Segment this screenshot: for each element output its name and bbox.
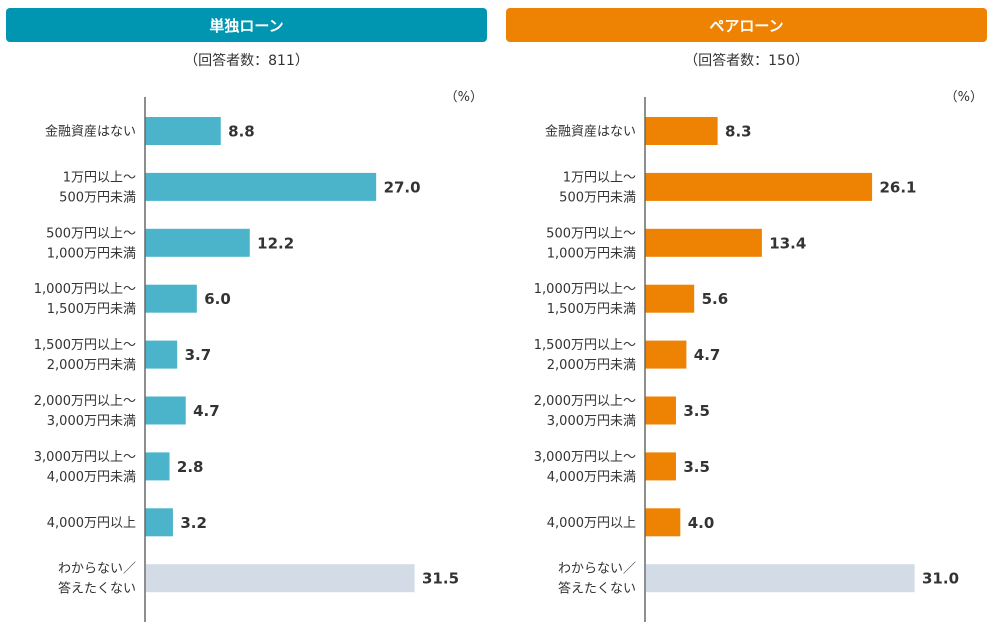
bar: [645, 228, 762, 257]
category-label: 2,000万円以上～ 3,000万円未満: [534, 394, 636, 429]
unit-label: （%）: [444, 90, 483, 105]
data-label: 31.5: [422, 570, 459, 588]
bar: [645, 340, 687, 369]
bar: [145, 508, 173, 537]
single-loan-panel: 単独ローン （回答者数：811） （%） 8.8 金融資産はない 27.0 1万円以上…: [6, 0, 487, 632]
category-label: わからない／答えたくない: [558, 562, 636, 597]
category-label: 4,000万円以上: [547, 516, 636, 531]
data-label: 4.0: [688, 514, 715, 532]
bar-chart: 8.3 金融資産はない 26.1 1万円以上～ 500万円未満 13.4 500万円以上～ 1…: [534, 97, 959, 622]
bar: [645, 396, 676, 425]
bar: [645, 284, 695, 313]
category-label: 500万円以上～ 1,000万円未満: [46, 226, 136, 261]
category-label: 4,000万円以上: [47, 516, 136, 531]
respondent-count: （回答者数：811）: [184, 53, 309, 69]
category-label: 1,000万円以上～ 1,500万円未満: [534, 282, 636, 317]
chart-title: 単独ローン: [6, 8, 487, 42]
data-label: 4.7: [193, 402, 220, 420]
respondent-count: （回答者数：150）: [684, 53, 809, 69]
bar: [645, 172, 873, 201]
category-label: 金融資産はない: [45, 124, 136, 140]
data-label: 8.3: [725, 123, 752, 141]
data-label: 6.0: [204, 290, 231, 308]
data-label: 4.7: [694, 346, 721, 364]
category-label: 1万円以上～ 500万円未満: [559, 170, 636, 205]
pair-loan-panel: ペアローン （回答者数：150） （%） 8.3 金融資産はない 26.1 1万円以上…: [506, 0, 987, 632]
category-label: 2,000万円以上～ 3,000万円未満: [34, 394, 136, 429]
category-label: 3,000万円以上～ 4,000万円未満: [34, 450, 136, 485]
data-label: 3.5: [683, 402, 710, 420]
category-label: 1,500万円以上～ 2,000万円未満: [34, 338, 136, 373]
chart-title: ペアローン: [506, 8, 987, 42]
bar: [145, 396, 186, 425]
data-label: 31.0: [922, 570, 959, 588]
data-label: 5.6: [702, 290, 729, 308]
bar: [645, 564, 915, 593]
bar: [145, 117, 221, 145]
data-label: 27.0: [384, 178, 421, 196]
bar: [645, 508, 681, 537]
category-label: 500万円以上～ 1,000万円未満: [546, 226, 636, 261]
bar: [145, 564, 415, 593]
bar: [645, 452, 676, 481]
data-label: 3.5: [683, 458, 710, 476]
bar-chart: 8.8 金融資産はない 27.0 1万円以上～ 500万円未満 12.2 500万円以上～ 1…: [34, 97, 459, 622]
bar: [145, 228, 250, 257]
bar: [145, 340, 178, 369]
data-label: 26.1: [879, 178, 916, 196]
bar: [145, 284, 197, 313]
bar: [645, 117, 718, 145]
category-label: 金融資産はない: [545, 124, 636, 140]
bar: [145, 452, 170, 481]
data-label: 2.8: [177, 458, 204, 476]
unit-label: （%）: [944, 90, 983, 105]
data-label: 3.2: [180, 514, 207, 532]
data-label: 12.2: [257, 234, 294, 252]
category-label: 1万円以上～ 500万円未満: [59, 170, 136, 205]
data-label: 8.8: [228, 123, 255, 141]
category-label: わからない／答えたくない: [58, 562, 136, 597]
bar: [145, 172, 377, 201]
category-label: 3,000万円以上～ 4,000万円未満: [534, 450, 636, 485]
data-label: 13.4: [769, 234, 806, 252]
category-label: 1,000万円以上～ 1,500万円未満: [34, 282, 136, 317]
data-label: 3.7: [185, 346, 212, 364]
category-label: 1,500万円以上～ 2,000万円未満: [534, 338, 636, 373]
